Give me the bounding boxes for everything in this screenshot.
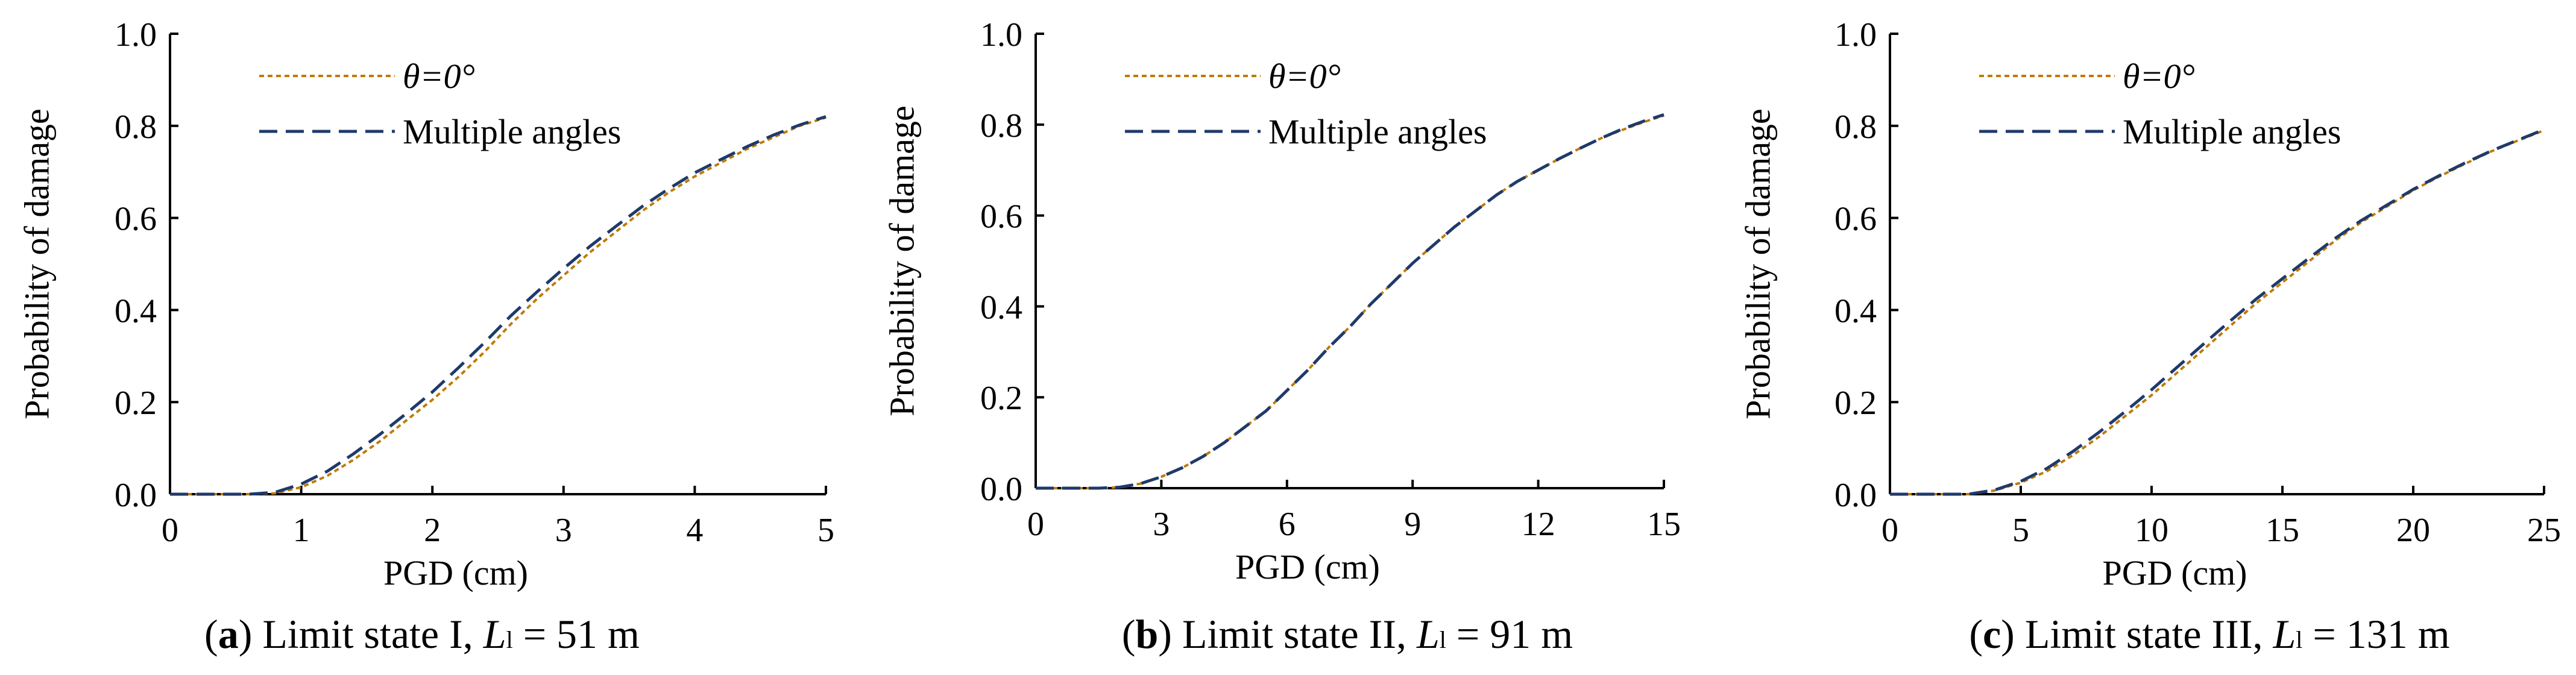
legend-label-0: θ=0°	[403, 57, 475, 96]
panel-caption: (b) Limit state II, Ll = 91 m	[1122, 611, 1573, 657]
y-tick-label: 0.8	[1834, 108, 1877, 146]
x-tick-label: 15	[2266, 512, 2299, 549]
x-tick-label: 10	[2135, 512, 2168, 549]
caption-close: )	[1158, 611, 1172, 657]
series-line-multiple-angles	[1890, 128, 2545, 496]
y-tick-label: 0.2	[115, 385, 157, 422]
x-axis-title: PGD (cm)	[1235, 547, 1380, 586]
y-tick-label: 1.0	[980, 16, 1022, 54]
series-line-multiple-angles	[1036, 113, 1664, 490]
x-tick-label: 20	[2396, 512, 2430, 549]
y-tick-label: 0.2	[980, 380, 1022, 417]
caption-sub: l	[1440, 626, 1446, 653]
x-tick-label: 5	[817, 512, 834, 549]
y-tick-label: 0.8	[980, 107, 1022, 145]
x-tick-label: 0	[162, 512, 178, 549]
caption-sub: l	[2296, 626, 2302, 653]
chart-panel-c: 0.0 0.2 0.4 0.6 0.8 1.0 0 5 10 15 20 25 PGD (cm) Prob…	[1738, 16, 2561, 657]
caption-rest: = 131 m	[2302, 611, 2449, 657]
caption-sub: l	[506, 626, 513, 653]
caption-label: c	[1983, 611, 2001, 657]
caption-close: )	[239, 611, 253, 657]
caption-text: Limit state III,	[2015, 611, 2273, 657]
y-tick-label: 0.6	[1834, 201, 1877, 238]
x-tick-label: 5	[2012, 512, 2029, 549]
caption-var: L	[483, 611, 506, 657]
caption-text: Limit state I,	[252, 611, 483, 657]
x-tick-label: 9	[1404, 506, 1421, 543]
x-tick-label: 3	[1153, 506, 1170, 543]
y-tick-label: 0.4	[980, 289, 1022, 326]
y-tick-label: 0.6	[980, 198, 1022, 236]
y-tick-label: 0.0	[115, 477, 157, 514]
caption-rest: = 91 m	[1446, 611, 1573, 657]
panel-caption: (c) Limit state III, Ll = 131 m	[1969, 611, 2449, 657]
caption-text: Limit state II,	[1172, 611, 1417, 657]
series-line-theta-0	[1890, 129, 2545, 495]
panel-caption: (a) Limit state I, Ll = 51 m	[204, 611, 640, 657]
x-tick-label: 6	[1279, 506, 1296, 543]
x-tick-label: 25	[2527, 512, 2561, 549]
x-tick-label: 0	[1027, 506, 1044, 543]
y-tick-label: 0.4	[1834, 292, 1877, 330]
caption-var: L	[1416, 611, 1440, 657]
legend-label-1: Multiple angles	[1268, 112, 1487, 151]
caption-var: L	[2272, 611, 2296, 657]
caption-open: (	[1122, 611, 1136, 657]
y-axis-title: Probability of damage	[1738, 108, 1777, 419]
y-axis-title: Probability of damage	[17, 108, 56, 419]
y-tick-label: 0.6	[115, 201, 157, 238]
y-tick-label: 1.0	[115, 16, 157, 54]
x-tick-label: 12	[1522, 506, 1555, 543]
x-tick-label: 2	[424, 512, 441, 549]
caption-open: (	[1969, 611, 1983, 657]
legend-label-0: θ=0°	[1268, 57, 1341, 96]
y-tick-label: 0.0	[980, 471, 1022, 508]
legend-label-0: θ=0°	[2123, 57, 2195, 96]
x-tick-label: 4	[686, 512, 703, 549]
x-axis-title: PGD (cm)	[383, 553, 528, 592]
series-line-theta-0	[1036, 114, 1664, 489]
caption-label: b	[1135, 611, 1158, 657]
legend-label-1: Multiple angles	[403, 112, 621, 151]
y-tick-label: 0.4	[115, 292, 157, 330]
caption-open: (	[204, 611, 218, 657]
legend-label-1: Multiple angles	[2123, 112, 2341, 151]
series-line-multiple-angles	[170, 115, 827, 496]
caption-label: a	[218, 611, 239, 657]
series-line-theta-0	[170, 116, 827, 495]
y-tick-label: 1.0	[1834, 16, 1877, 54]
caption-rest: = 51 m	[513, 611, 640, 657]
y-tick-label: 0.8	[115, 108, 157, 146]
y-tick-label: 0.0	[1834, 477, 1877, 514]
x-tick-label: 3	[555, 512, 572, 549]
chart-panel-b: 0.0 0.2 0.4 0.6 0.8 1.0 0 3 6 9 12 15 PGD (cm) Probab…	[882, 16, 1681, 657]
chart-panel-a: 0.0 0.2 0.4 0.6 0.8 1.0 0 1 2 3 4 5 PGD (cm) Probabil…	[17, 16, 834, 657]
x-tick-label: 1	[293, 512, 310, 549]
x-tick-label: 15	[1647, 506, 1681, 543]
y-tick-label: 0.2	[1834, 385, 1877, 422]
caption-close: )	[2001, 611, 2015, 657]
x-axis-title: PGD (cm)	[2102, 553, 2247, 592]
y-axis-title: Probability of damage	[882, 105, 921, 416]
x-tick-label: 0	[1882, 512, 1898, 549]
